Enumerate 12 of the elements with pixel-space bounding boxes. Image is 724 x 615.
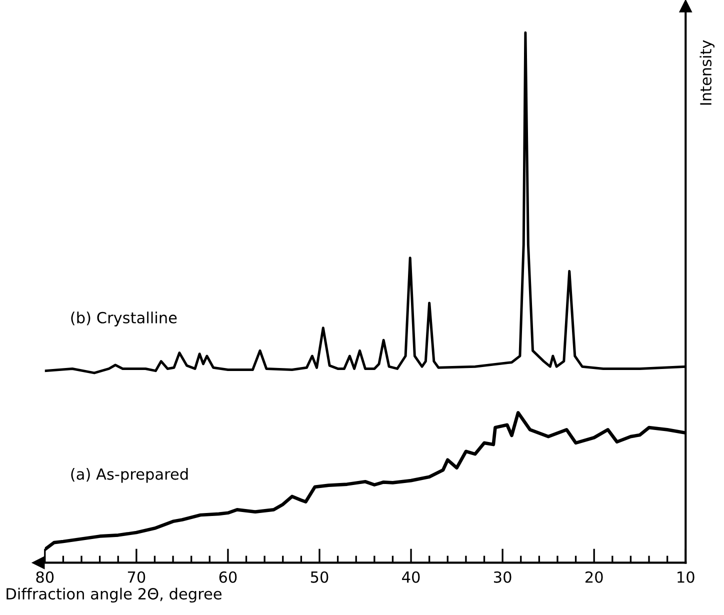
x-tick-label: 70	[128, 571, 146, 583]
x-tick-label: 60	[219, 571, 237, 583]
x-tick-label: 10	[678, 571, 694, 583]
y-axis-title: Intensity	[700, 40, 715, 105]
text: (a) As-prepared	[71, 468, 188, 483]
x-tick-label: 30	[494, 571, 512, 583]
x-tick-label: 40	[402, 571, 420, 583]
x-tick-label: 20	[585, 571, 603, 583]
x-tick-label: 50	[310, 571, 328, 583]
x-axis-title: Diffraction angle 2Θ, degree	[6, 588, 222, 603]
series-label: (b) Crystalline	[71, 312, 177, 326]
x-tick-label: 80	[36, 571, 54, 583]
